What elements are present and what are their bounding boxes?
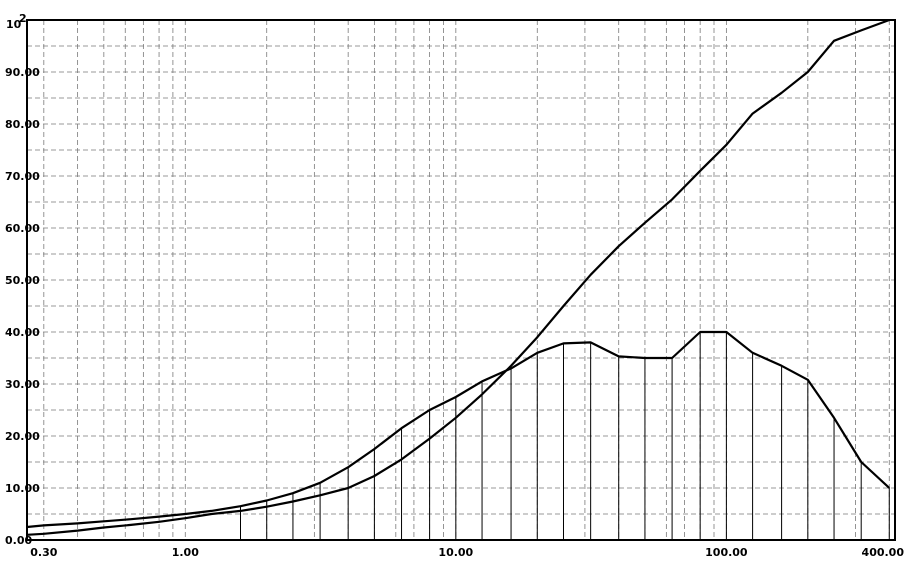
y-tick-label: 70.00 bbox=[5, 170, 40, 183]
frequency-curve-line bbox=[26, 330, 891, 529]
y-tick-label: 50.00 bbox=[5, 274, 40, 287]
x-tick-label: 0.30 bbox=[30, 546, 57, 559]
y-tick-label: 20.00 bbox=[5, 430, 40, 443]
y-tick-label: 60.00 bbox=[5, 222, 40, 235]
tick-labels-layer: 0.00 10.00 20.00 30.00 40.00 50.00 60.00 70.00 8… bbox=[5, 66, 904, 559]
x-tick-label: 1.00 bbox=[172, 546, 199, 559]
x-tick-label: 400.00 bbox=[862, 546, 905, 559]
y-tick-label: 40.00 bbox=[5, 326, 40, 339]
cumulative-curve-line bbox=[26, 18, 890, 536]
x-tick-label: 100.00 bbox=[705, 546, 748, 559]
y-tick-label: 90.00 bbox=[5, 66, 40, 79]
y-top-label-base: 10 bbox=[6, 18, 22, 31]
series-layer bbox=[26, 18, 891, 536]
x-tick-label: 10.00 bbox=[438, 546, 473, 559]
y-tick-label: 0.00 bbox=[5, 534, 32, 547]
y-tick-label: 80.00 bbox=[5, 118, 40, 131]
grid-layer bbox=[27, 20, 895, 540]
y-top-label: 10 2 bbox=[6, 12, 27, 31]
plot-frame bbox=[26, 19, 896, 541]
drop-lines-layer bbox=[240, 332, 890, 540]
y-tick-label: 10.00 bbox=[5, 482, 40, 495]
y-tick-label: 30.00 bbox=[5, 378, 40, 391]
y-top-label-exp: 2 bbox=[19, 12, 27, 25]
